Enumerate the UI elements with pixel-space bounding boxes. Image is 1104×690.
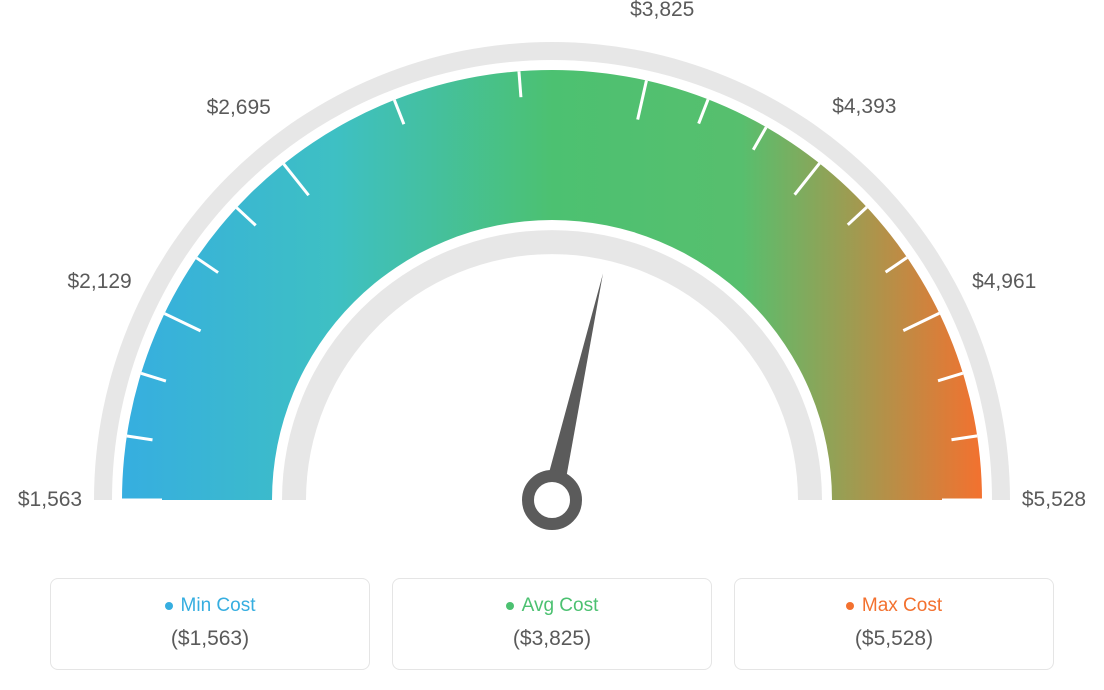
- gauge-tick-label: $2,129: [68, 270, 132, 294]
- legend-card-max: Max Cost ($5,528): [734, 578, 1054, 670]
- gauge-tick-label: $5,528: [1022, 488, 1086, 512]
- legend-dot-min: [165, 602, 173, 610]
- legend-title-avg: Avg Cost: [506, 595, 599, 617]
- legend-row: Min Cost ($1,563) Avg Cost ($3,825) Max …: [0, 578, 1104, 670]
- gauge-svg: [0, 0, 1104, 560]
- legend-card-min: Min Cost ($1,563): [50, 578, 370, 670]
- gauge-tick-label: $1,563: [18, 488, 82, 512]
- gauge-tick-label: $2,695: [207, 96, 271, 120]
- legend-title-min: Min Cost: [165, 595, 256, 617]
- legend-value-min: ($1,563): [61, 627, 359, 651]
- legend-title-max-text: Max Cost: [862, 595, 942, 617]
- gauge-tick-label: $4,393: [832, 95, 896, 119]
- gauge-tick-label: $3,825: [630, 0, 694, 22]
- legend-dot-max: [846, 602, 854, 610]
- cost-gauge-chart: $1,563 $2,129 $2,695 $3,825 $4,393 $4,961 $5,5…: [0, 0, 1104, 560]
- legend-title-max: Max Cost: [846, 595, 942, 617]
- legend-title-avg-text: Avg Cost: [522, 595, 599, 617]
- legend-value-max: ($5,528): [745, 627, 1043, 651]
- legend-card-avg: Avg Cost ($3,825): [392, 578, 712, 670]
- legend-title-min-text: Min Cost: [181, 595, 256, 617]
- legend-dot-avg: [506, 602, 514, 610]
- gauge-tick-label: $4,961: [972, 270, 1036, 294]
- legend-value-avg: ($3,825): [403, 627, 701, 651]
